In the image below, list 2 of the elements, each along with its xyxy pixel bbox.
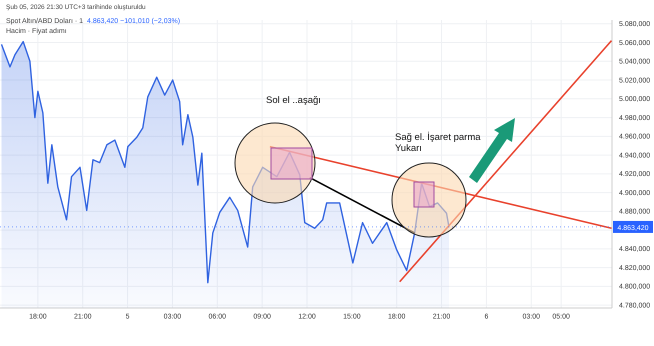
annotation: Sol el ..aşağı bbox=[266, 95, 321, 106]
annotation: Sağ el. İşaret parma Yukarı bbox=[395, 131, 482, 154]
